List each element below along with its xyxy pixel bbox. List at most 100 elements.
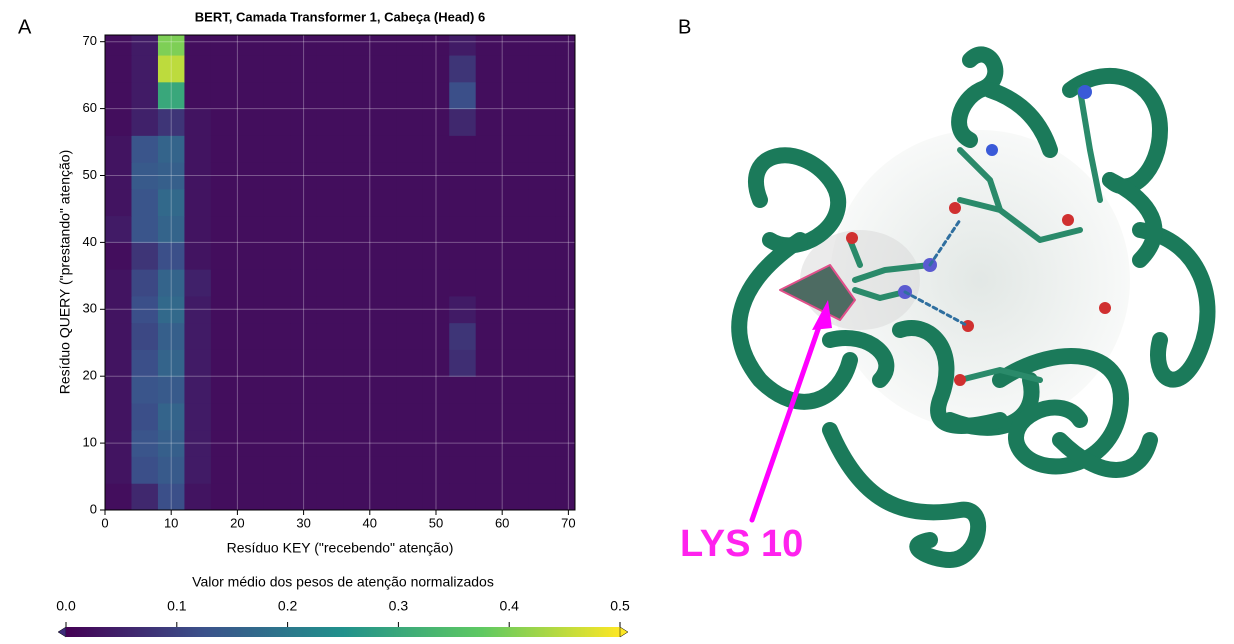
heatmap-cell — [528, 402, 556, 431]
heatmap-cell — [475, 162, 503, 190]
heatmap-cell — [528, 295, 556, 324]
heatmap-cell — [369, 81, 397, 110]
heatmap-cell — [131, 483, 159, 511]
heatmap-cell — [343, 135, 371, 163]
heatmap-cell — [290, 81, 318, 110]
heatmap-cell — [184, 215, 212, 243]
heatmap-cell — [369, 402, 397, 431]
heatmap-cell — [369, 55, 397, 83]
heatmap-cell — [210, 483, 238, 511]
heatmap-cell — [343, 108, 371, 136]
heatmap-cell — [502, 81, 530, 110]
heatmap-cell — [157, 35, 185, 56]
heatmap-cell — [555, 188, 576, 217]
heatmap-cell — [131, 456, 159, 484]
heatmap-cell — [263, 108, 291, 136]
heatmap-cell — [422, 456, 450, 484]
heatmap-cell — [237, 55, 265, 83]
heatmap-cell — [502, 269, 530, 297]
heatmap-cell — [263, 349, 291, 377]
heatmap-cell — [343, 349, 371, 377]
heatmap-cell — [502, 429, 530, 457]
heatmap-cell — [528, 81, 556, 110]
heatmap-cell — [502, 295, 530, 324]
heatmap-cell — [105, 81, 132, 110]
heatmap-cell — [210, 269, 238, 297]
heatmap-cell — [528, 35, 556, 56]
heatmap-cell — [475, 188, 503, 217]
heatmap-cell — [502, 456, 530, 484]
heatmap-cell — [555, 322, 576, 350]
heatmap-cell — [396, 483, 424, 511]
heatmap-cell — [290, 188, 318, 217]
heatmap-cell — [396, 349, 424, 377]
heatmap-cell — [502, 35, 530, 56]
heatmap-cell — [555, 215, 576, 243]
panel-label: B — [678, 16, 691, 38]
heatmap-cell — [369, 456, 397, 484]
heatmap-cell — [422, 295, 450, 324]
heatmap-cell — [528, 135, 556, 163]
heatmap-cell — [157, 349, 185, 377]
x-tick-label: 0 — [101, 515, 108, 530]
heatmap-cell — [369, 269, 397, 297]
heatmap-cell — [475, 295, 503, 324]
heatmap-cell — [316, 322, 344, 350]
heatmap-cell — [369, 215, 397, 243]
heatmap-cell — [184, 188, 212, 217]
heatmap-cell — [369, 188, 397, 217]
heatmap-cell — [422, 402, 450, 431]
heatmap-cell — [290, 322, 318, 350]
heatmap-cell — [316, 162, 344, 190]
heatmap-cell — [396, 376, 424, 404]
heatmap-cell — [555, 35, 576, 56]
heatmap-cell — [502, 108, 530, 136]
heatmap-cell — [343, 55, 371, 83]
heatmap-cell — [237, 162, 265, 190]
x-tick-label: 10 — [164, 515, 178, 530]
heatmap-cell — [449, 242, 477, 270]
y-tick-label: 30 — [83, 301, 97, 316]
heatmap-cell — [237, 35, 265, 56]
heatmap-cell — [555, 483, 576, 511]
heatmap-cell — [343, 215, 371, 243]
heatmap-cell — [396, 35, 424, 56]
heatmap-cell — [210, 162, 238, 190]
heatmap-cell — [343, 429, 371, 457]
heatmap-cell — [290, 456, 318, 484]
heatmap-cell — [237, 402, 265, 431]
heatmap-cell — [290, 162, 318, 190]
heatmap-cell — [396, 456, 424, 484]
heatmap-cell — [528, 242, 556, 270]
heatmap-cell — [131, 402, 159, 431]
heatmap-cell — [131, 108, 159, 136]
heatmap-cell — [105, 162, 132, 190]
heatmap-cell — [475, 322, 503, 350]
y-tick-label: 40 — [83, 234, 97, 249]
heatmap-cell — [343, 269, 371, 297]
heatmap-cell — [290, 402, 318, 431]
heatmap-cell — [449, 108, 477, 136]
heatmap-cell — [210, 322, 238, 350]
heatmap-cell — [369, 429, 397, 457]
heatmap-cell — [131, 322, 159, 350]
heatmap-cell — [369, 483, 397, 511]
heatmap-cell — [237, 188, 265, 217]
heatmap-cell — [105, 483, 132, 511]
heatmap-cell — [184, 35, 212, 56]
heatmap-cell — [502, 242, 530, 270]
heatmap-cell — [237, 242, 265, 270]
heatmap-cell — [449, 322, 477, 350]
heatmap-cell — [237, 108, 265, 136]
heatmap-cell — [422, 269, 450, 297]
heatmap-cell — [528, 55, 556, 83]
heatmap-cell — [475, 242, 503, 270]
heatmap-cell — [449, 135, 477, 163]
heatmap-cell — [210, 429, 238, 457]
heatmap-cell — [157, 376, 185, 404]
heatmap-cell — [316, 108, 344, 136]
heatmap-cell — [555, 269, 576, 297]
heatmap-cell — [263, 135, 291, 163]
heatmap-cell — [475, 35, 503, 56]
heatmap-cell — [105, 188, 132, 217]
